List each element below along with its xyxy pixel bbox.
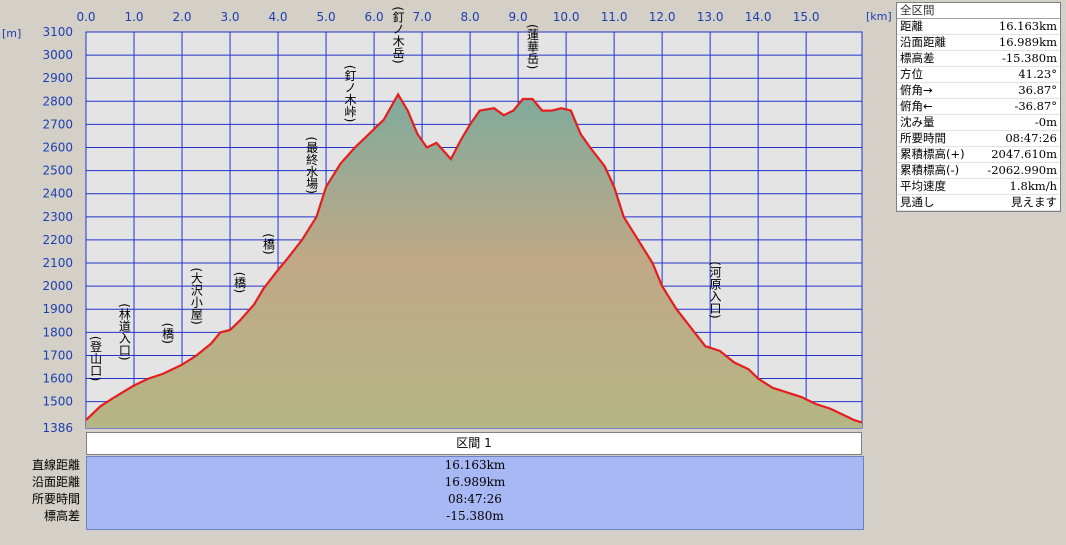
- y-tick-label: 2800: [42, 94, 73, 108]
- x-tick-label: 0.0: [76, 10, 95, 24]
- info-panel: 全区間 距離 16.163km 沿面距離 16.989km 標高差 -15.380m 方位 4…: [896, 2, 1061, 212]
- waypoint-label: (蓮華岳): [526, 24, 540, 69]
- info-value: -36.87°: [1014, 99, 1057, 113]
- elevation-area: [86, 94, 862, 429]
- segment-header[interactable]: 区間 1: [86, 432, 862, 455]
- info-value: 1.8km/h: [1009, 179, 1057, 193]
- info-value: -15.380m: [1001, 51, 1057, 65]
- info-label: 沈み量: [900, 115, 935, 129]
- info-value: 36.87°: [1018, 83, 1057, 97]
- x-tick-label: 6.0: [365, 10, 384, 24]
- info-row: 俯角→ 36.87°: [897, 83, 1060, 99]
- x-tick-label: 15.0: [793, 10, 820, 24]
- x-tick-label: 13.0: [697, 10, 724, 24]
- info-row: 標高差 -15.380m: [897, 51, 1060, 67]
- segment-value: 08:47:26: [448, 492, 502, 506]
- info-value: 41.23°: [1018, 67, 1057, 81]
- x-tick-label: 4.0: [268, 10, 287, 24]
- y-tick-label: 2400: [42, 187, 73, 201]
- info-value: -2062.990m: [987, 163, 1057, 177]
- waypoint-label: (橋): [233, 272, 247, 293]
- info-row: 累積標高(-) -2062.990m: [897, 163, 1060, 179]
- segment-value: -15.380m: [446, 509, 504, 523]
- x-tick-label: 12.0: [649, 10, 676, 24]
- y-tick-label: 1500: [42, 395, 73, 409]
- y-tick-label: 2600: [42, 141, 73, 155]
- y-tick-label: 3100: [42, 25, 73, 39]
- segment-value: 16.989km: [444, 475, 506, 489]
- waypoint-label: (大沢小屋): [189, 267, 203, 324]
- waypoint-label: (河原入口): [708, 261, 722, 318]
- y-unit-label: [m]: [2, 27, 21, 40]
- info-label: 俯角→: [900, 83, 933, 97]
- y-tick-label: 1700: [42, 348, 73, 362]
- y-tick-label: 2500: [42, 164, 73, 178]
- info-row: 沿面距離 16.989km: [897, 35, 1060, 51]
- info-row: 方位 41.23°: [897, 67, 1060, 83]
- info-row: 見通し 見えます: [897, 195, 1060, 211]
- y-tick-label: 2200: [42, 233, 73, 247]
- info-row: 俯角← -36.87°: [897, 99, 1060, 115]
- info-row: 所要時間 08:47:26: [897, 131, 1060, 147]
- y-tick-label: 2300: [42, 210, 73, 224]
- waypoint-label: (釘ノ木峠): [343, 65, 357, 122]
- info-value: -0m: [1034, 115, 1057, 129]
- info-label: 見通し: [900, 195, 935, 209]
- segment-label: 直線距離: [31, 458, 80, 472]
- x-tick-label: 1.0: [124, 10, 143, 24]
- y-tick-label: 1900: [42, 302, 73, 316]
- y-tick-label: 2100: [42, 256, 73, 270]
- waypoint-label: (橋): [261, 233, 275, 254]
- x-tick-label: 10.0: [553, 10, 580, 24]
- y-tick-label: 2000: [42, 279, 73, 293]
- segment-labels: 直線距離 沿面距離 所要時間 標高差: [20, 457, 80, 525]
- info-value: 16.989km: [998, 35, 1057, 49]
- x-tick-label: 5.0: [317, 10, 336, 24]
- x-tick-label: 8.0: [461, 10, 480, 24]
- waypoint-label: (林道入口): [117, 303, 131, 360]
- x-tick-label: 3.0: [220, 10, 239, 24]
- info-row: 累積標高(+) 2047.610m: [897, 147, 1060, 163]
- info-label: 累積標高(-): [900, 163, 960, 177]
- info-panel-header: 全区間: [897, 3, 1060, 19]
- segment-label: 標高差: [43, 509, 80, 523]
- info-label: 累積標高(+): [900, 147, 965, 161]
- info-label: 方位: [900, 67, 923, 81]
- waypoint-label: (橋): [161, 323, 175, 344]
- info-value: 16.163km: [998, 19, 1057, 33]
- info-value: 見えます: [1011, 195, 1057, 209]
- info-label: 標高差: [900, 51, 935, 65]
- y-tick-label: 1386: [42, 421, 73, 435]
- info-row: 距離 16.163km: [897, 19, 1060, 35]
- y-tick-label: 2900: [42, 71, 73, 85]
- info-label: 距離: [900, 19, 923, 33]
- x-tick-label: 9.0: [509, 10, 528, 24]
- segment-label: 所要時間: [31, 492, 80, 506]
- y-tick-label: 2700: [42, 117, 73, 131]
- segment-label: 沿面距離: [31, 475, 80, 489]
- waypoint-label: (登山口): [89, 336, 103, 381]
- info-label: 沿面距離: [900, 35, 946, 49]
- info-row: 平均速度 1.8km/h: [897, 179, 1060, 195]
- segment-value: 16.163km: [444, 458, 506, 472]
- info-value: 2047.610m: [991, 147, 1057, 161]
- waypoint-label: (釘ノ木岳): [391, 6, 405, 63]
- info-label: 俯角←: [900, 99, 933, 113]
- x-tick-label: 11.0: [601, 10, 628, 24]
- info-row: 沈み量 -0m: [897, 115, 1060, 131]
- elevation-line: [85, 92, 863, 424]
- info-value: 08:47:26: [1005, 131, 1057, 145]
- y-tick-label: 1600: [42, 372, 73, 386]
- info-label: 所要時間: [900, 131, 946, 145]
- x-tick-label: 2.0: [172, 10, 191, 24]
- y-tick-label: 3000: [42, 48, 73, 62]
- segment-values: 16.163km 16.989km 08:47:26 -15.380m: [86, 456, 864, 530]
- x-unit-label: [km]: [866, 10, 892, 23]
- info-label: 平均速度: [900, 179, 946, 193]
- waypoint-label: (最終水場): [305, 137, 319, 194]
- x-tick-label: 14.0: [745, 10, 772, 24]
- y-tick-label: 1800: [42, 325, 73, 339]
- x-tick-label: 7.0: [413, 10, 432, 24]
